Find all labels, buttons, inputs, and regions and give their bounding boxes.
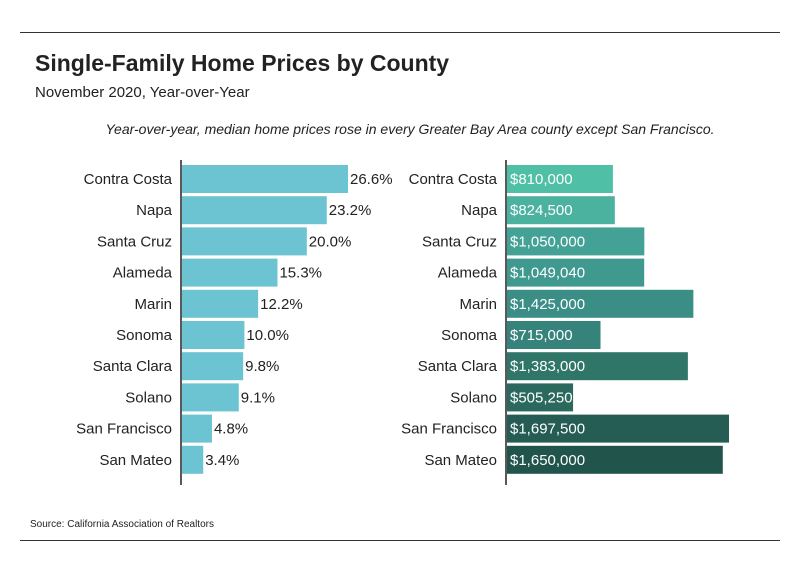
- category-label: Alameda: [113, 265, 173, 282]
- bar: [182, 445, 204, 474]
- data-label: $1,383,000: [510, 358, 585, 375]
- data-label: $1,697,500: [510, 421, 585, 438]
- bar: [182, 196, 327, 225]
- category-label: Contra Costa: [409, 171, 498, 188]
- category-label: Santa Clara: [93, 358, 173, 375]
- data-label: 20.0%: [309, 233, 352, 250]
- bar: [182, 165, 348, 193]
- source-note: Source: California Association of Realto…: [30, 519, 214, 530]
- category-label: Solano: [125, 389, 172, 406]
- bar: [507, 352, 688, 381]
- category-label: San Mateo: [424, 452, 497, 469]
- category-label: Napa: [136, 202, 173, 219]
- data-label: $824,500: [510, 202, 573, 219]
- category-label: Napa: [461, 202, 498, 219]
- category-label: Contra Costa: [84, 171, 173, 188]
- top-rule: [20, 32, 780, 33]
- bar: [507, 289, 694, 318]
- bar: [182, 289, 259, 318]
- bar: [182, 321, 245, 349]
- data-label: 26.6%: [350, 171, 393, 188]
- data-label: $1,425,000: [510, 296, 585, 313]
- bar: [507, 383, 574, 412]
- bar: [507, 258, 645, 287]
- data-label: $1,650,000: [510, 452, 585, 469]
- bar: [507, 414, 729, 443]
- bar: [507, 445, 723, 474]
- data-label: 3.4%: [205, 452, 239, 469]
- category-label: Santa Cruz: [97, 233, 172, 250]
- category-label: Marin: [134, 296, 172, 313]
- bar: [507, 321, 601, 349]
- category-label: San Francisco: [401, 421, 497, 438]
- data-label: 9.8%: [245, 358, 279, 375]
- category-label: Santa Cruz: [422, 233, 497, 250]
- data-label: 12.2%: [260, 296, 303, 313]
- category-label: Santa Clara: [418, 358, 498, 375]
- bar: [182, 352, 244, 381]
- bar: [507, 196, 615, 225]
- bar: [182, 414, 212, 443]
- data-label: 15.3%: [279, 265, 322, 282]
- data-label: $1,049,040: [510, 265, 585, 282]
- bar: [182, 227, 307, 256]
- category-label: San Francisco: [76, 421, 172, 438]
- bar: [507, 227, 645, 256]
- category-label: Alameda: [438, 265, 498, 282]
- bar: [182, 383, 239, 412]
- chart-note: Year-over-year, median home prices rose …: [105, 121, 715, 137]
- category-label: San Mateo: [99, 452, 172, 469]
- category-label: Sonoma: [116, 327, 173, 344]
- bar: [507, 165, 613, 193]
- data-label: 23.2%: [329, 202, 372, 219]
- chart-subtitle: November 2020, Year-over-Year: [35, 84, 250, 101]
- data-label: 4.8%: [214, 421, 248, 438]
- data-label: $505,250: [510, 389, 573, 406]
- bottom-rule: [20, 540, 780, 541]
- category-label: Sonoma: [441, 327, 498, 344]
- data-label: $715,000: [510, 327, 573, 344]
- chart-title: Single-Family Home Prices by County: [35, 50, 450, 76]
- category-label: Marin: [459, 296, 497, 313]
- data-label: $1,050,000: [510, 233, 585, 250]
- data-label: 10.0%: [246, 327, 289, 344]
- category-label: Solano: [450, 389, 497, 406]
- data-label: $810,000: [510, 171, 573, 188]
- bar: [182, 258, 278, 287]
- data-label: 9.1%: [241, 389, 275, 406]
